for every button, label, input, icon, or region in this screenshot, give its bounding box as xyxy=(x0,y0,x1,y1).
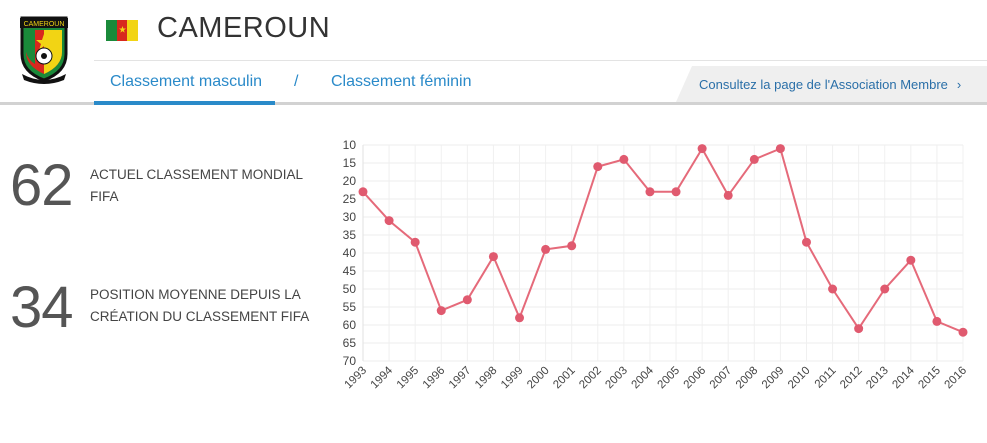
data-point xyxy=(671,187,681,197)
data-point xyxy=(749,154,759,164)
x-tick-label: 2002 xyxy=(577,365,604,392)
page-header: CAMEROUN CAMEROUN Classement masculin / … xyxy=(0,0,987,106)
data-point xyxy=(567,241,577,251)
data-point xyxy=(828,284,838,294)
data-point xyxy=(958,327,968,337)
active-tab-indicator xyxy=(94,101,275,105)
data-point xyxy=(906,255,916,265)
member-association-link[interactable]: Consultez la page de l'Association Membr… xyxy=(676,66,987,102)
data-point xyxy=(541,244,551,254)
y-tick-label: 40 xyxy=(343,246,357,260)
data-point xyxy=(488,252,498,262)
x-tick-label: 1993 xyxy=(343,365,370,392)
y-tick-label: 15 xyxy=(343,156,357,170)
y-tick-label: 50 xyxy=(343,282,357,296)
x-tick-label: 2016 xyxy=(943,365,970,392)
y-tick-label: 65 xyxy=(343,336,357,350)
x-tick-label: 1998 xyxy=(473,365,500,392)
tab-separator: / xyxy=(294,73,299,90)
y-tick-label: 10 xyxy=(343,138,357,152)
average-rank-value: 34 xyxy=(10,275,74,340)
average-rank-label: POSITION MOYENNE DEPUIS LA CRÉATION DU C… xyxy=(90,287,310,324)
x-tick-label: 2009 xyxy=(760,365,787,392)
x-tick-label: 2004 xyxy=(629,364,656,391)
tab-men-ranking[interactable]: Classement masculin xyxy=(110,73,263,90)
chevron-right-icon: › xyxy=(956,76,962,92)
x-tick-label: 2008 xyxy=(734,365,761,392)
y-tick-label: 25 xyxy=(343,192,357,206)
y-tick-label: 70 xyxy=(343,354,357,368)
data-point xyxy=(932,316,942,326)
data-point xyxy=(384,216,394,226)
member-association-link-label: Consultez la page de l'Association Membr… xyxy=(699,76,948,92)
data-point xyxy=(436,306,446,316)
y-tick-label: 30 xyxy=(343,210,357,224)
x-tick-label: 2000 xyxy=(525,365,552,392)
header-divider xyxy=(94,60,987,61)
x-tick-label: 1995 xyxy=(395,365,422,392)
x-tick-label: 2012 xyxy=(838,365,865,392)
x-tick-label: 2014 xyxy=(890,364,917,391)
data-point xyxy=(645,187,655,197)
y-tick-label: 60 xyxy=(343,318,357,332)
page-title: CAMEROUN xyxy=(157,12,331,44)
data-point xyxy=(854,324,864,334)
x-tick-label: 2015 xyxy=(916,365,943,392)
series-line xyxy=(362,146,964,334)
x-tick-label: 1997 xyxy=(447,365,474,392)
data-point xyxy=(410,237,420,247)
x-tick-label: 2013 xyxy=(864,365,891,392)
y-tick-label: 20 xyxy=(343,174,357,188)
x-tick-label: 1999 xyxy=(499,365,526,392)
data-point xyxy=(515,313,525,323)
x-tick-label: 2003 xyxy=(603,365,630,392)
y-tick-label: 45 xyxy=(343,264,357,278)
data-point xyxy=(880,284,890,294)
federation-crest-icon: CAMEROUN xyxy=(20,16,68,84)
tab-women-ranking[interactable]: Classement féminin xyxy=(331,73,472,90)
crest-text: CAMEROUN xyxy=(24,21,65,28)
x-tick-label: 2006 xyxy=(682,365,709,392)
x-tick-label: 2010 xyxy=(786,365,813,392)
x-tick-label: 2005 xyxy=(656,365,683,392)
y-tick-label: 55 xyxy=(343,300,357,314)
data-point xyxy=(619,154,629,164)
cameroon-flag-icon xyxy=(106,20,139,41)
data-point xyxy=(358,187,368,197)
x-tick-label: 1996 xyxy=(421,365,448,392)
x-tick-label: 2001 xyxy=(551,365,578,392)
data-point xyxy=(462,295,472,305)
x-tick-label: 2011 xyxy=(813,365,839,391)
y-tick-label: 35 xyxy=(343,228,357,242)
x-tick-label: 2007 xyxy=(708,365,735,392)
data-point xyxy=(697,144,707,154)
data-point xyxy=(775,144,785,154)
x-tick-label: 1994 xyxy=(369,364,396,391)
current-rank-value: 62 xyxy=(10,153,74,218)
current-rank-label: ACTUEL CLASSEMENT MONDIAL FIFA xyxy=(90,167,303,204)
tab-bar-underline xyxy=(0,102,987,105)
data-point xyxy=(593,162,603,172)
data-point xyxy=(801,237,811,247)
data-point xyxy=(723,190,733,200)
